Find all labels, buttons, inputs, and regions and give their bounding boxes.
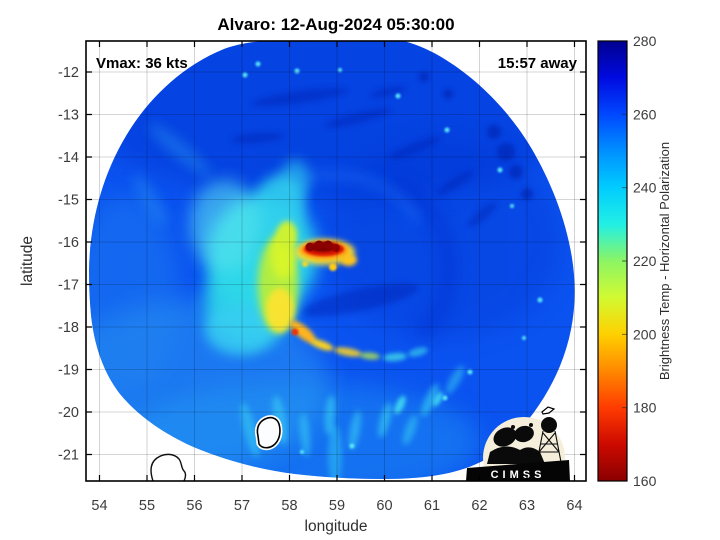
y-tick-label: -21 [58, 448, 79, 464]
x-tick-labels: 54 55 56 57 58 59 60 61 62 63 64 [91, 498, 582, 514]
plot-border [85, 40, 587, 482]
y-tick-label: -17 [58, 278, 79, 294]
colorbar-ticks [622, 113, 627, 409]
cimss-logo-art [487, 417, 557, 464]
x-tick-label: 59 [329, 498, 345, 514]
y-tick-label: -14 [58, 150, 79, 166]
x-tick-label: 61 [424, 498, 440, 514]
colorbar-tick-label: 280 [633, 33, 657, 49]
cimss-banner [466, 460, 570, 481]
y-tick-label: -12 [58, 65, 79, 81]
axis-ticks [86, 41, 586, 481]
y-tick-label: -15 [58, 193, 79, 209]
grid-lines [86, 41, 586, 481]
time-offset-annotation: 15:57 away [498, 55, 578, 72]
y-axis-label: latitude [19, 236, 36, 286]
y-tick-label: -18 [58, 320, 79, 336]
y-tick-label: -13 [58, 108, 79, 124]
colorbar-tick-label: 180 [633, 400, 657, 416]
island-outline-southwest [150, 453, 187, 481]
x-tick-label: 63 [519, 498, 535, 514]
vmax-annotation: Vmax: 36 kts [96, 55, 188, 72]
cimss-logo: CIMSS [466, 417, 570, 481]
x-tick-label: 54 [91, 498, 107, 514]
colorbar-tick-label: 220 [633, 253, 657, 269]
colorbar-tick-label: 260 [633, 106, 657, 122]
x-tick-label: 64 [566, 498, 582, 514]
x-tick-label: 62 [471, 498, 487, 514]
x-tick-label: 56 [186, 498, 202, 514]
x-tick-label: 57 [234, 498, 250, 514]
y-tick-label: -19 [58, 363, 79, 379]
x-tick-label: 60 [376, 498, 392, 514]
y-tick-labels: -12 -13 -14 -15 -16 -17 -18 -19 -20 -21 [58, 65, 79, 464]
x-axis-label: longitude [305, 518, 368, 535]
cimss-banner-text: CIMSS [491, 469, 546, 481]
y-tick-label: -16 [58, 235, 79, 251]
colorbar-tick-label: 160 [633, 473, 657, 489]
colorbar-tick-label: 200 [633, 326, 657, 342]
x-tick-label: 55 [139, 498, 155, 514]
island-outline-in-swath [254, 415, 283, 451]
colorbar-tick-labels: 280 260 240 220 200 180 160 [633, 33, 657, 489]
colorbar-label: Brightness Temp - Horizontal Polarizatio… [657, 142, 672, 380]
x-tick-label: 58 [281, 498, 297, 514]
y-tick-label: -20 [58, 405, 79, 421]
island-outline-east [541, 406, 556, 415]
water-tower-lattice [536, 430, 562, 463]
plot-title: Alvaro: 12-Aug-2024 05:30:00 [217, 15, 454, 34]
colorbar-tick-label: 240 [633, 180, 657, 196]
